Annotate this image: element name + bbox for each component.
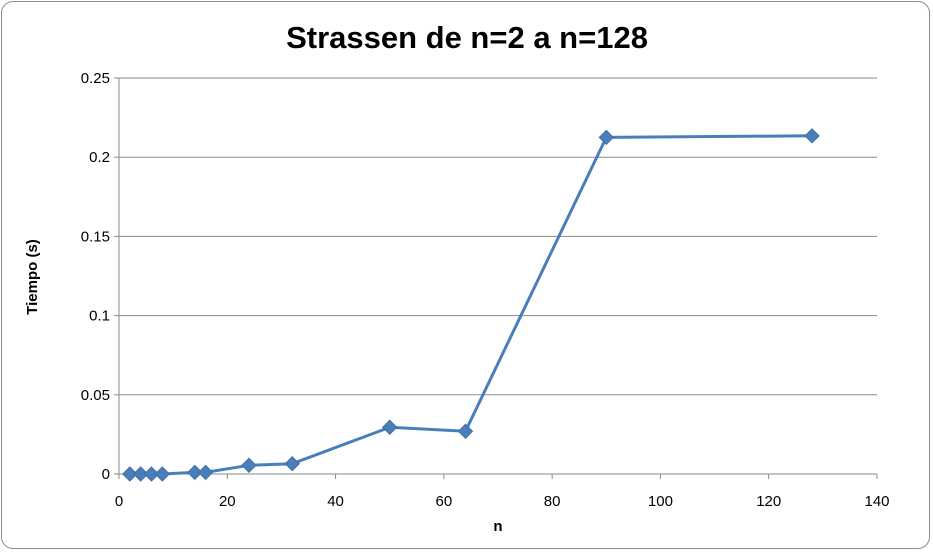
- y-tick-label: 0.25: [81, 70, 110, 87]
- data-point-marker: [122, 466, 138, 482]
- x-tick-label: 80: [544, 493, 561, 510]
- x-axis-label: n: [493, 518, 502, 535]
- data-point-marker: [804, 128, 820, 144]
- y-tick-label: 0.15: [81, 228, 110, 245]
- y-tick-label: 0.1: [89, 308, 110, 325]
- y-tick-label: 0.2: [89, 149, 110, 166]
- data-point-marker: [154, 466, 171, 482]
- data-point-marker: [457, 423, 474, 439]
- x-tick-label: 20: [219, 493, 236, 510]
- x-tick-label: 40: [327, 493, 344, 510]
- y-tick-label: 0: [102, 466, 110, 483]
- y-tick-label: 0.05: [81, 387, 110, 404]
- y-axis-label: Tiempo (s): [24, 239, 41, 315]
- axes: [114, 77, 878, 479]
- data-point-marker: [284, 455, 300, 472]
- data-point-marker: [187, 464, 203, 481]
- data-point-marker: [132, 466, 149, 482]
- data-point-marker: [598, 129, 614, 146]
- x-tick-label: 60: [436, 493, 453, 510]
- data-point-marker: [241, 457, 257, 473]
- x-tick-label: 100: [648, 493, 673, 510]
- data-point-marker: [197, 464, 214, 481]
- x-tick-labels: 0 20 40 60 80 100 120 140: [115, 493, 890, 510]
- data-point-marker: [382, 419, 398, 435]
- gridlines: [119, 77, 877, 396]
- x-tick-label: 140: [864, 493, 889, 510]
- y-tick-labels: 0 0.05 0.1 0.15 0.2 0.25: [81, 70, 110, 483]
- data-point-marker: [143, 466, 160, 482]
- chart-title: Strassen de n=2 a n=128: [286, 20, 648, 55]
- series-line: [129, 134, 813, 476]
- series-group: [122, 128, 820, 482]
- x-tick-label: 0: [115, 493, 123, 510]
- x-tick-label: 120: [756, 493, 781, 510]
